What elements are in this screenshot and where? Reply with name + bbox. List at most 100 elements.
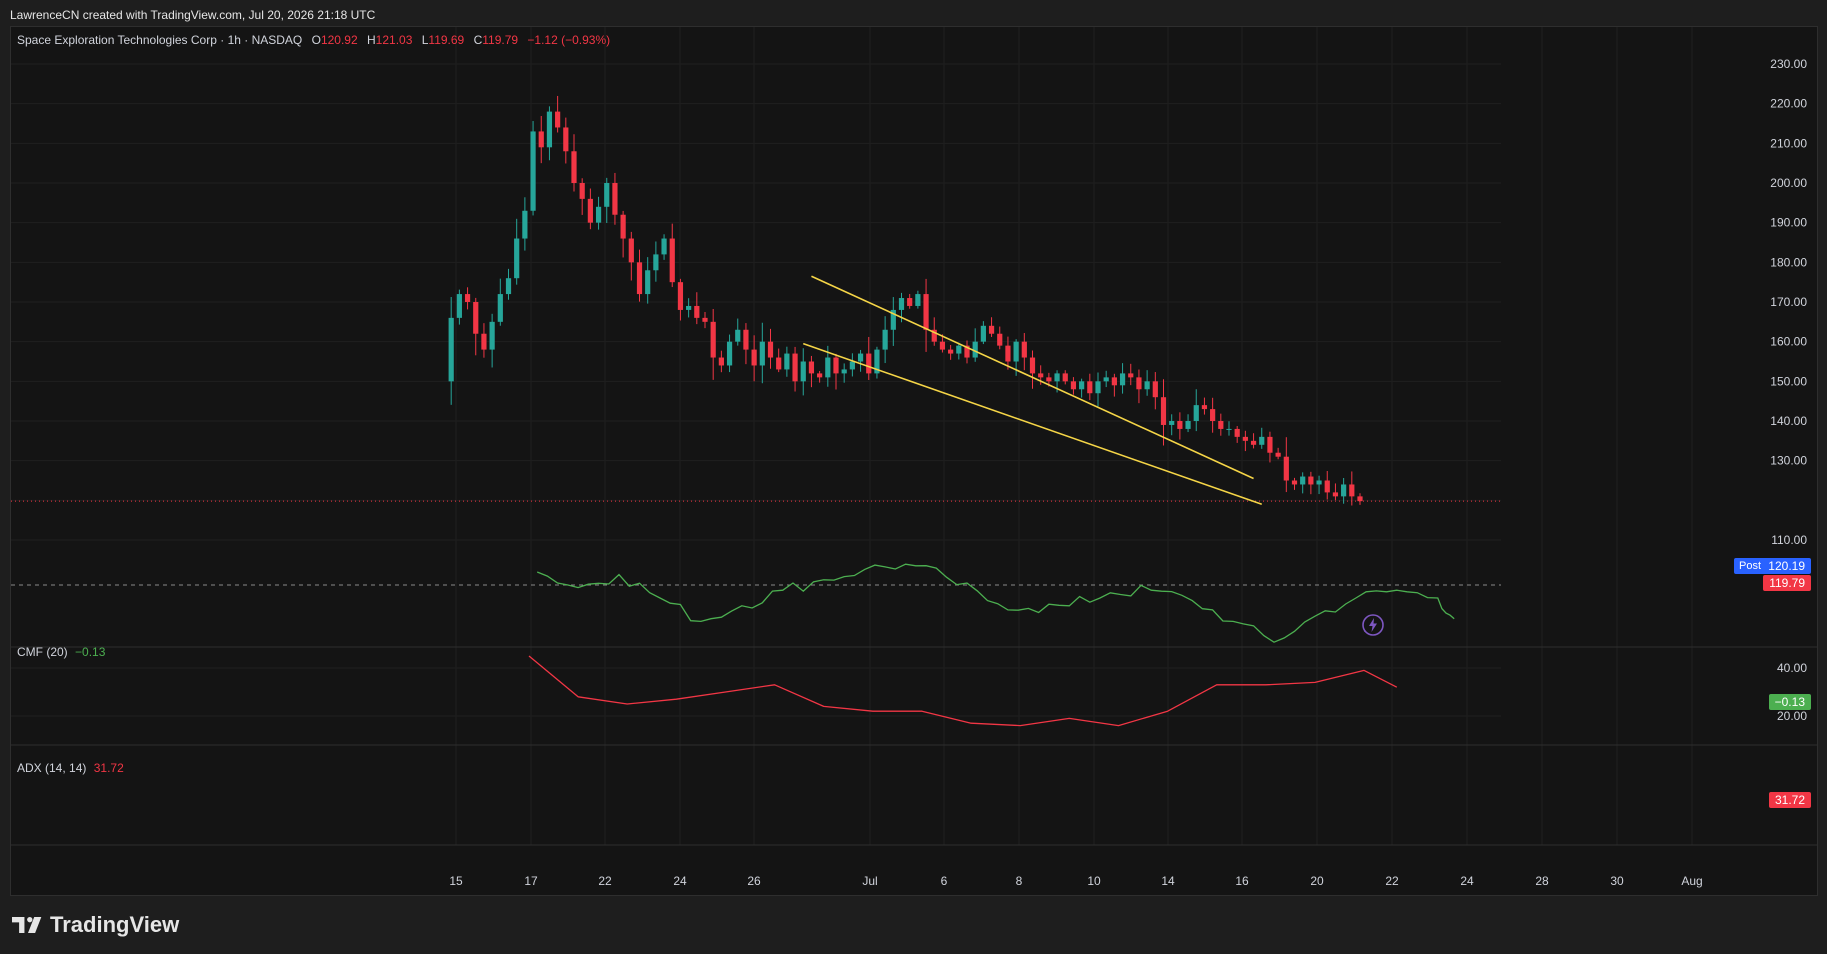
candle-body xyxy=(1234,428,1240,437)
candle-body xyxy=(571,151,577,183)
candle-body xyxy=(514,238,520,279)
time-axis[interactable]: 15 17 22 24 26 Jul 6 8 10 14 16 20 22 24 28 30 Aug xyxy=(449,874,1702,888)
candle-body xyxy=(522,210,528,239)
candle-body xyxy=(1087,381,1093,394)
candle-body xyxy=(456,294,462,318)
candle-body xyxy=(1267,436,1273,453)
candle-body xyxy=(898,298,905,310)
candle-body xyxy=(882,329,888,350)
candle-body xyxy=(825,357,831,378)
price-tick-label: 210.00 xyxy=(1770,136,1807,150)
candle-body xyxy=(1119,373,1126,386)
time-tick-label: 15 xyxy=(449,874,463,888)
adx-tick-label: 40.00 xyxy=(1777,661,1807,675)
candle-body xyxy=(628,238,634,263)
cmf-legend-value: −0.13 xyxy=(75,645,106,659)
candle-body xyxy=(784,353,790,370)
candle-body xyxy=(956,345,962,354)
candle-body xyxy=(1029,357,1036,374)
price-tick-label: 200.00 xyxy=(1770,176,1807,190)
trendline-lower[interactable] xyxy=(802,342,1263,506)
price-tick-label: 130.00 xyxy=(1770,454,1807,468)
time-tick-label: 10 xyxy=(1087,874,1101,888)
candle-body xyxy=(1160,397,1167,425)
time-tick-label: Jul xyxy=(862,874,877,888)
candle-body xyxy=(1144,381,1150,390)
candle-body xyxy=(866,353,872,374)
time-tick-label: 30 xyxy=(1610,874,1624,888)
candle-body xyxy=(653,254,659,271)
candle-body xyxy=(1300,476,1306,485)
chart-canvas[interactable]: 230.00 220.00 210.00 200.00 190.00 180.00 170.… xyxy=(11,27,1817,895)
price-tick-label: 230.00 xyxy=(1770,57,1807,71)
candle-body xyxy=(1046,377,1052,382)
symbol-legend[interactable]: Space Exploration Technologies Corp · 1h… xyxy=(17,33,610,47)
time-tick-label: 26 xyxy=(747,874,761,888)
post-price-tag: 120.19 xyxy=(1762,558,1811,574)
adx-label: ADX (14, 14) xyxy=(17,761,87,775)
time-tick-label: 22 xyxy=(1385,874,1399,888)
lightning-bolt-icon[interactable] xyxy=(1361,613,1385,637)
candle-body xyxy=(1070,381,1077,390)
candle-body xyxy=(874,349,880,374)
low-value: 119.69 xyxy=(428,33,465,47)
candle-body xyxy=(1021,341,1027,358)
symbol-title: Space Exploration Technologies Corp · 1h… xyxy=(17,33,303,47)
candle-body xyxy=(849,361,855,370)
candle-body xyxy=(1275,452,1281,457)
post-market-label: Post xyxy=(1734,558,1767,574)
price-axis[interactable]: 230.00 220.00 210.00 200.00 190.00 180.00 170.… xyxy=(1770,57,1807,723)
candle-body xyxy=(1152,381,1158,398)
cmf-legend[interactable]: CMF (20) −0.13 xyxy=(17,645,105,659)
candle-body xyxy=(481,333,487,350)
low-label: L xyxy=(421,33,429,47)
candle-body xyxy=(776,357,782,370)
candle-body xyxy=(1111,377,1117,386)
candle-body xyxy=(923,294,929,330)
price-tick-label: 180.00 xyxy=(1770,255,1807,269)
candle-body xyxy=(800,361,806,382)
candle-body xyxy=(972,341,978,358)
candle-body xyxy=(792,353,798,382)
price-tick-label: 160.00 xyxy=(1770,335,1807,349)
candle-body xyxy=(1324,480,1330,493)
candle-body xyxy=(595,206,602,223)
time-tick-label: 24 xyxy=(1460,874,1474,888)
candle-body xyxy=(1226,428,1232,430)
candle-body xyxy=(669,238,675,283)
open-value: 120.92 xyxy=(320,33,358,47)
candle-body xyxy=(1193,405,1199,421)
candle-body xyxy=(636,262,643,295)
tradingview-brand[interactable]: TradingView xyxy=(12,912,179,938)
adx-series xyxy=(528,655,1398,727)
high-value: 121.03 xyxy=(375,33,413,47)
candle-body xyxy=(931,329,937,342)
candle-body xyxy=(1185,421,1191,429)
candle-body xyxy=(661,238,667,255)
candle-body xyxy=(686,305,692,310)
candle-body xyxy=(1103,377,1109,382)
adx-legend[interactable]: ADX (14, 14) 31.72 xyxy=(17,761,124,775)
candle-body xyxy=(997,333,1003,346)
candle-body xyxy=(710,321,716,358)
trendline-upper[interactable] xyxy=(811,275,1254,480)
adx-legend-value: 31.72 xyxy=(93,761,124,775)
candle-body xyxy=(857,353,864,362)
candle-body xyxy=(1054,373,1060,382)
trendlines[interactable] xyxy=(802,275,1263,506)
time-tick-label: 17 xyxy=(524,874,538,888)
candle-body xyxy=(1201,405,1208,410)
time-tick-label: 6 xyxy=(941,874,948,888)
candle-body xyxy=(841,369,847,374)
candle-body xyxy=(718,357,724,366)
price-tick-label: 170.00 xyxy=(1770,295,1807,309)
candle-body xyxy=(538,131,544,148)
candle-body xyxy=(1242,436,1248,441)
cmf-line xyxy=(536,563,1455,643)
candle-body xyxy=(497,294,503,322)
candle-body xyxy=(1332,492,1339,497)
candle-body xyxy=(759,341,765,366)
price-tick-label: 150.00 xyxy=(1770,374,1807,388)
chart-frame[interactable]: 230.00 220.00 210.00 200.00 190.00 180.00 170.… xyxy=(10,26,1818,896)
candle-body xyxy=(1038,373,1044,378)
